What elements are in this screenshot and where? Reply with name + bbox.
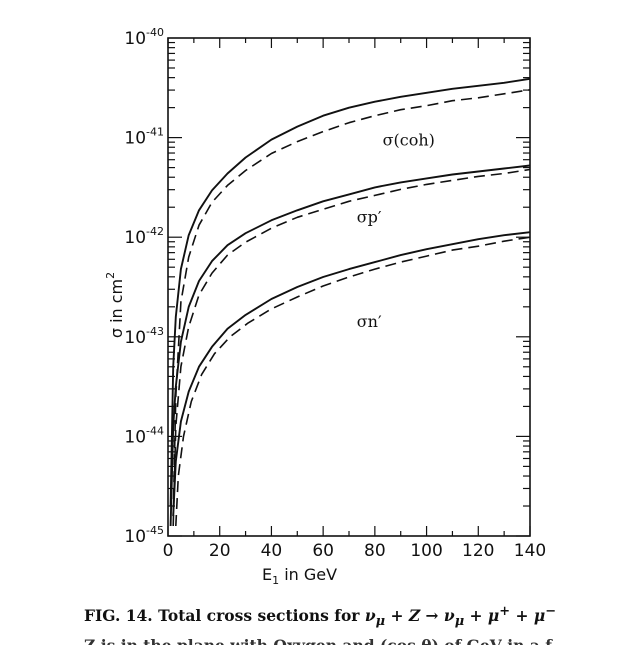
series-label-coh: σ(coh) — [383, 131, 435, 150]
x-tick-labels: 0 20 40 60 80 100 120 140 — [163, 541, 547, 561]
n-dashed-curve — [175, 236, 531, 527]
coh-solid-curve — [169, 77, 531, 507]
series-label-p: σp′ — [357, 207, 382, 226]
coh-dashed-curve — [172, 89, 531, 517]
series-labels: σ(coh) σp′ σn′ — [357, 131, 435, 331]
x-axis-label: E1 in GeV — [262, 565, 337, 587]
y-tick-labels: 10-40 10-41 10-42 10-43 10-44 10-45 — [124, 26, 164, 547]
y-tick-label: 10-41 — [124, 126, 164, 149]
n-solid-curve — [172, 231, 531, 517]
y-tick-label: 10-42 — [124, 225, 164, 248]
curves — [169, 77, 531, 527]
x-tick-label: 140 — [514, 541, 546, 561]
x-tick-label: 100 — [410, 541, 442, 561]
cross-section-chart: 10-40 10-41 10-42 10-43 10-44 10-45 0 20 40 60 80… — [104, 26, 547, 587]
y-axis-label: σ in cm2 — [104, 272, 126, 338]
caption-line-1: FIG. 14. Total cross sections for νμ + Z… — [84, 604, 557, 630]
x-tick-label: 80 — [364, 541, 386, 561]
plot-frame — [167, 37, 531, 537]
y-tick-label: 10-45 — [124, 524, 164, 547]
y-tick-label: 10-40 — [124, 26, 164, 49]
p-solid-curve — [169, 164, 531, 527]
x-tick-label: 120 — [462, 541, 494, 561]
x-tick-label: 40 — [261, 541, 283, 561]
series-label-n: σn′ — [357, 312, 382, 331]
y-tick-label: 10-44 — [124, 424, 164, 447]
x-tick-label: 0 — [163, 541, 174, 561]
y-tick-label: 10-43 — [124, 325, 164, 348]
figure-caption: FIG. 14. Total cross sections for νμ + Z… — [84, 600, 629, 645]
p-dashed-curve — [172, 168, 531, 527]
x-tick-label: 60 — [312, 541, 334, 561]
axis-ticks — [167, 38, 531, 537]
caption-line-2: Z is in the plane with Oxygen and (cos θ… — [84, 634, 629, 645]
x-tick-label: 20 — [209, 541, 231, 561]
